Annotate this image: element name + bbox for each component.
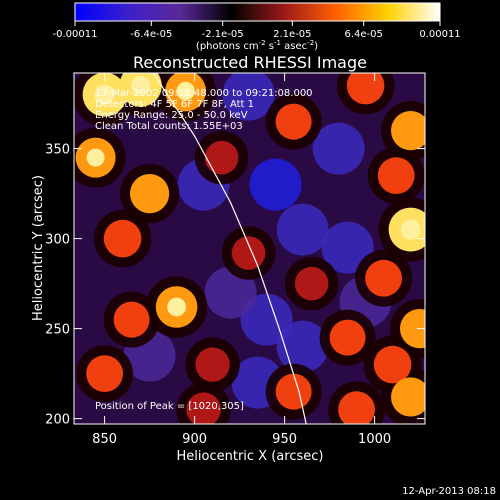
hot-spot [391,377,425,417]
y-axis-label: Heliocentric Y (arcsec) [31,175,46,321]
hot-spot [195,347,230,382]
colorbar-unit-label: (photons cm-2 s-1 asec-2) [196,39,318,52]
x-tick-label: 850 [92,432,117,447]
hot-spot [86,355,123,392]
heatmap-image [74,73,425,424]
hot-spot [346,73,385,105]
hot-spot-core [94,84,115,105]
hot-spot [113,301,150,338]
hot-spot [275,103,312,140]
hot-spot [294,266,329,301]
x-axis-ticks: 850 900 950 1000 [92,73,391,447]
date-stamp: 12-Apr-2013 08:18 [402,486,496,497]
colorbar-tick-label: 6.4e-05 [344,29,382,40]
x-axis-label: Heliocentric X (arcsec) [177,449,324,464]
y-tick-label: 300 [45,233,70,248]
colorbar [74,2,441,22]
hot-spot-core [400,219,421,240]
y-tick-label: 250 [45,323,70,338]
annotation-line: Energy Range: 25.0 - 50.0 keV [95,110,248,121]
y-axis-ticks: 200 250 300 350 [45,143,425,428]
colorbar-tick-label: -6.4e-05 [130,29,172,40]
cold-spot [276,203,329,256]
x-tick-label: 950 [272,432,297,447]
annotation-line: 17-Mar-2002 09:18:48.000 to 09:21:08.000 [95,88,313,99]
hot-spot [275,373,312,410]
hot-spot-core [167,297,187,317]
hot-spot-core [176,81,195,101]
hot-spot [130,174,170,214]
hot-spot [231,236,266,270]
annotations: 17-Mar-2002 09:18:48.000 to 09:21:08.000… [95,88,313,412]
cold-spot [321,221,374,274]
hot-spot-core [131,76,151,96]
y-tick-label: 350 [45,143,70,158]
hot-spot [400,309,425,349]
colorbar-tick-label: -0.00011 [53,29,98,40]
x-tick-label: 900 [182,432,207,447]
colorbar-tick-label: 0.00011 [419,29,460,40]
hot-spot-core [86,148,105,167]
hot-spot [329,319,366,356]
x-tick-label: 1000 [358,432,391,447]
cold-spot [249,158,302,211]
peak-position-label: Position of Peak = [1020,305] [95,401,244,412]
hot-spot [377,157,415,195]
hot-spot [365,259,402,297]
hot-spot [338,391,375,424]
plot-frame [73,72,426,425]
y-tick-label: 200 [45,413,70,428]
hot-spot [391,111,425,151]
colorbar-tick-label: 2.1e-05 [273,29,311,40]
colorbar-tick-label: -2.1e-05 [202,29,244,40]
chart-title: Reconstructed RHESSI Image [133,53,367,72]
annotation-line: Clean Total counts: 1.55E+03 [95,121,243,132]
hot-spot [204,140,239,175]
cold-spot [312,122,365,175]
cold-spot [204,266,257,319]
hot-spot [373,345,412,384]
cold-spot [276,320,329,373]
annotation-line: Detectors: 4F 5F 6F 7F 8F, Att 1 [95,99,254,110]
colorbar-ticks: -0.00011 -6.4e-05 -2.1e-05 2.1e-05 6.4e-05 0.… [53,21,461,40]
solar-limb-line [152,73,307,424]
cold-spot [222,73,275,121]
hot-spot [103,219,142,258]
cold-spot [240,293,293,346]
